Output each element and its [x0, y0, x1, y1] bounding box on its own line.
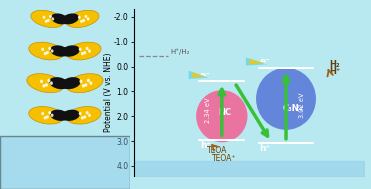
Ellipse shape	[40, 80, 43, 83]
Ellipse shape	[66, 107, 101, 124]
Ellipse shape	[81, 116, 84, 119]
Ellipse shape	[66, 42, 101, 60]
Ellipse shape	[66, 10, 99, 28]
Ellipse shape	[50, 110, 69, 121]
Ellipse shape	[41, 112, 44, 115]
Text: H⁺/H₂: H⁺/H₂	[170, 48, 190, 55]
Ellipse shape	[27, 74, 63, 93]
Text: TEOA⁺: TEOA⁺	[212, 154, 237, 163]
Ellipse shape	[87, 17, 89, 21]
Ellipse shape	[88, 114, 91, 117]
Ellipse shape	[80, 20, 83, 23]
Ellipse shape	[62, 13, 79, 24]
Text: H⁺: H⁺	[329, 67, 341, 76]
Ellipse shape	[29, 107, 64, 124]
Ellipse shape	[49, 77, 69, 89]
Ellipse shape	[47, 19, 50, 22]
Text: h⁺: h⁺	[260, 145, 271, 153]
Ellipse shape	[86, 47, 89, 50]
Y-axis label: Potential (V vs. NHE): Potential (V vs. NHE)	[104, 53, 112, 132]
Ellipse shape	[79, 48, 82, 51]
Ellipse shape	[45, 83, 48, 87]
Ellipse shape	[82, 19, 85, 22]
Ellipse shape	[48, 111, 51, 114]
Ellipse shape	[44, 52, 46, 55]
Ellipse shape	[29, 42, 64, 60]
Ellipse shape	[89, 81, 92, 85]
Ellipse shape	[256, 68, 316, 130]
Ellipse shape	[88, 49, 91, 53]
Ellipse shape	[87, 79, 90, 82]
Ellipse shape	[86, 111, 89, 114]
Ellipse shape	[79, 80, 82, 83]
Ellipse shape	[46, 51, 49, 54]
Ellipse shape	[44, 116, 46, 119]
Ellipse shape	[79, 112, 82, 115]
Ellipse shape	[81, 52, 84, 55]
Ellipse shape	[61, 45, 80, 57]
Ellipse shape	[50, 81, 53, 85]
Ellipse shape	[50, 45, 69, 57]
Polygon shape	[192, 72, 206, 78]
Ellipse shape	[83, 115, 86, 119]
Ellipse shape	[84, 83, 88, 87]
Ellipse shape	[82, 84, 85, 88]
Ellipse shape	[42, 84, 46, 88]
Ellipse shape	[47, 79, 50, 82]
Text: C₃N₄: C₃N₄	[282, 104, 303, 112]
Ellipse shape	[49, 15, 52, 18]
Text: 2.34 eV: 2.34 eV	[205, 98, 211, 123]
Ellipse shape	[66, 74, 103, 93]
Ellipse shape	[48, 47, 51, 50]
Ellipse shape	[50, 114, 53, 117]
Polygon shape	[189, 71, 209, 79]
Text: h⁺: h⁺	[200, 141, 211, 150]
Ellipse shape	[61, 77, 81, 89]
Text: TEOA: TEOA	[207, 146, 227, 156]
Ellipse shape	[50, 49, 53, 53]
Ellipse shape	[45, 20, 47, 23]
Text: NC: NC	[218, 108, 231, 118]
Ellipse shape	[85, 15, 87, 18]
Ellipse shape	[61, 110, 80, 121]
Ellipse shape	[46, 115, 49, 119]
Polygon shape	[249, 59, 265, 64]
Ellipse shape	[196, 90, 247, 142]
Ellipse shape	[78, 16, 81, 19]
Ellipse shape	[52, 17, 54, 21]
Ellipse shape	[43, 16, 45, 19]
Text: 3.02 eV: 3.02 eV	[299, 93, 305, 118]
Text: e⁻: e⁻	[200, 71, 211, 80]
Text: H₂: H₂	[329, 60, 340, 69]
Ellipse shape	[31, 10, 64, 28]
Ellipse shape	[83, 51, 86, 54]
FancyBboxPatch shape	[0, 136, 130, 189]
Text: e⁻: e⁻	[260, 57, 270, 66]
Ellipse shape	[41, 48, 44, 51]
Ellipse shape	[51, 13, 68, 24]
Polygon shape	[246, 57, 267, 66]
